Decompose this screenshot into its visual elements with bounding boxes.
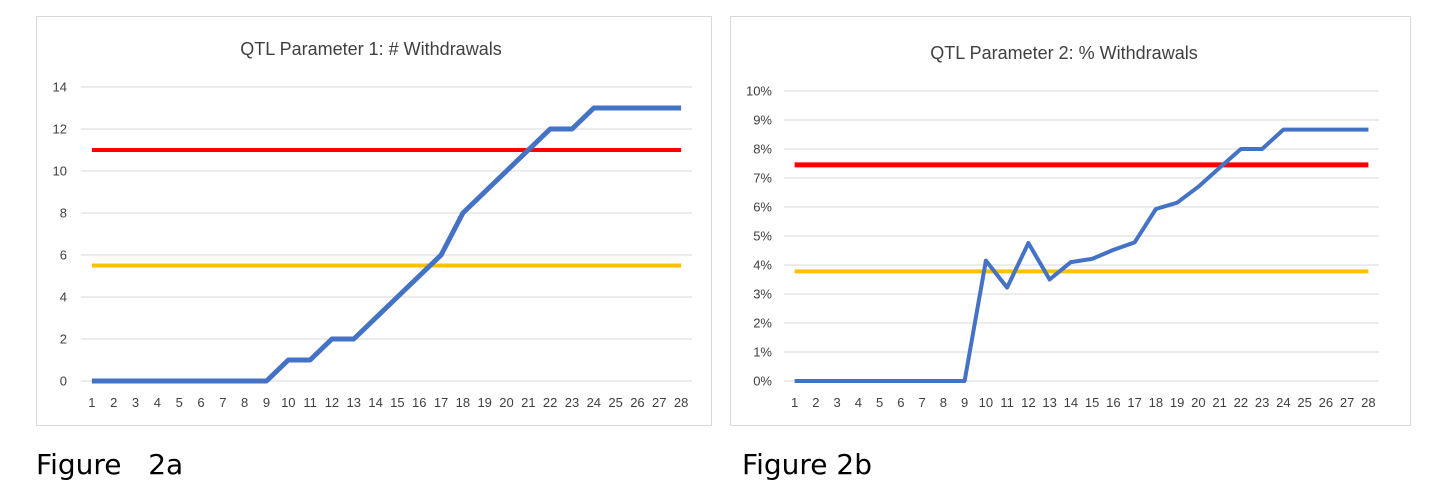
chart-a-x-tick-label: 1 [88, 395, 95, 410]
chart-b-x-tick-label: 7 [919, 395, 926, 410]
chart-a-series-line-withdrawals [91, 105, 682, 384]
chart-a-y-tick-label: 0 [60, 374, 67, 389]
chart-b-x-tick-label: 14 [1064, 395, 1078, 410]
chart-a-x-tick-label: 22 [543, 395, 557, 410]
chart-b-y-tick-label: 10% [746, 84, 772, 99]
chart-b-x-tick-label: 9 [961, 395, 968, 410]
chart-b-x-tick-label: 2 [812, 395, 819, 410]
chart-a-x-tick-label: 11 [303, 395, 317, 410]
chart-a-x-tick-label: 12 [325, 395, 339, 410]
chart-b-x-tick-label: 8 [940, 395, 947, 410]
chart-a-title: QTL Parameter 1: # Withdrawals [240, 39, 501, 59]
chart-b-y-tick-label: 1% [753, 345, 772, 360]
chart-panel-b: QTL Parameter 2: % Withdrawals 0% 1% 2% 3% 4%… [730, 16, 1411, 426]
chart-b-y-tick-label: 7% [753, 171, 772, 186]
chart-b-x-tick-label: 27 [1340, 395, 1354, 410]
chart-a-x-tick-label: 10 [281, 395, 295, 410]
chart-b-y-tick-label: 6% [753, 200, 772, 215]
chart-a-y-tick-label: 10 [53, 164, 67, 179]
chart-a-x-tick-label: 19 [477, 395, 491, 410]
chart-a-x-tick-label: 26 [630, 395, 644, 410]
chart-a-x-tick-label: 15 [390, 395, 404, 410]
chart-a-y-tick-label: 8 [60, 206, 67, 221]
chart-a-x-tick-label: 21 [521, 395, 535, 410]
chart-b-x-tick-label: 12 [1021, 395, 1035, 410]
chart-b-x-tick-label: 1 [791, 395, 798, 410]
chart-a-x-tick-label: 18 [456, 395, 470, 410]
chart-b-y-tick-label: 2% [753, 316, 772, 331]
chart-a-y-tick-label: 14 [53, 80, 67, 95]
chart-a-x-tick-label: 3 [132, 395, 139, 410]
chart-a-x-tick-label: 4 [154, 395, 161, 410]
chart-a-y-tick-label: 4 [60, 290, 67, 305]
chart-a-x-tick-label: 20 [499, 395, 513, 410]
chart-a-y-tick-label: 6 [60, 248, 67, 263]
chart-a-x-tick-label: 28 [674, 395, 688, 410]
chart-b-x-tick-label: 17 [1127, 395, 1141, 410]
chart-a-x-tick-label: 9 [263, 395, 270, 410]
chart-b-title: QTL Parameter 2: % Withdrawals [930, 43, 1197, 63]
chart-b-x-tick-label: 19 [1170, 395, 1184, 410]
chart-b-x-tick-label: 11 [1000, 395, 1014, 410]
chart-b-x-tick-label: 21 [1212, 395, 1226, 410]
chart-a-x-tick-label: 27 [652, 395, 666, 410]
chart-b-y-tick-label: 4% [753, 258, 772, 273]
chart-a-x-tick-label: 14 [368, 395, 382, 410]
chart-b-x-tick-label: 10 [979, 395, 993, 410]
chart-a-x-tick-label: 13 [347, 395, 361, 410]
chart-b-x-tick-label: 15 [1085, 395, 1099, 410]
figure-caption-b: Figure 2b [742, 448, 872, 481]
chart-a-x-tick-label: 8 [241, 395, 248, 410]
chart-a-x-tick-label: 6 [197, 395, 204, 410]
chart-b-x-tick-label: 23 [1255, 395, 1269, 410]
chart-b-y-tick-label: 8% [753, 142, 772, 157]
chart-a-x-tick-label: 24 [587, 395, 601, 410]
chart-a-y-tick-label: 12 [53, 122, 67, 137]
chart-b-x-tick-label: 25 [1297, 395, 1311, 410]
chart-b-x-tick-label: 18 [1149, 395, 1163, 410]
chart-b-x-tick-label: 3 [834, 395, 841, 410]
chart-a-y-tick-label: 2 [60, 332, 67, 347]
chart-a-x-tick-label: 23 [565, 395, 579, 410]
chart-b-x-tick-label: 22 [1234, 395, 1248, 410]
figure-caption-a: Figure 2a [36, 448, 184, 481]
chart-b-x-tick-label: 16 [1106, 395, 1120, 410]
chart-a-x-tick-label: 5 [176, 395, 183, 410]
chart-panel-a: QTL Parameter 1: # Withdrawals 0 2 4 6 8 10 12 1… [36, 16, 712, 426]
chart-a-x-tick-label: 17 [434, 395, 448, 410]
chart-a-x-tick-label: 7 [219, 395, 226, 410]
chart-b-x-tick-label: 13 [1042, 395, 1056, 410]
chart-a-x-tick-label: 2 [110, 395, 117, 410]
chart-b-x-tick-label: 4 [855, 395, 862, 410]
chart-a-x-tick-label: 25 [608, 395, 622, 410]
chart-b-y-tick-label: 3% [753, 287, 772, 302]
chart-a: QTL Parameter 1: # Withdrawals0246810121… [53, 39, 692, 410]
chart-b-x-tick-label: 6 [897, 395, 904, 410]
chart-b-y-tick-label: 5% [753, 229, 772, 244]
chart-b: QTL Parameter 2: % Withdrawals 0% 1% 2% 3% 4%… [746, 43, 1379, 410]
chart-b-x-tick-label: 20 [1191, 395, 1205, 410]
chart-b-series-line-withdrawals [794, 127, 1369, 383]
chart-b-x-tick-label: 24 [1276, 395, 1290, 410]
chart-b-x-tick-label: 5 [876, 395, 883, 410]
chart-a-x-tick-label: 16 [412, 395, 426, 410]
chart-b-x-tick-label: 26 [1319, 395, 1333, 410]
chart-b-x-tick-label: 28 [1361, 395, 1375, 410]
chart-b-y-tick-label: 9% [753, 113, 772, 128]
chart-b-y-tick-label: 0% [753, 374, 772, 389]
